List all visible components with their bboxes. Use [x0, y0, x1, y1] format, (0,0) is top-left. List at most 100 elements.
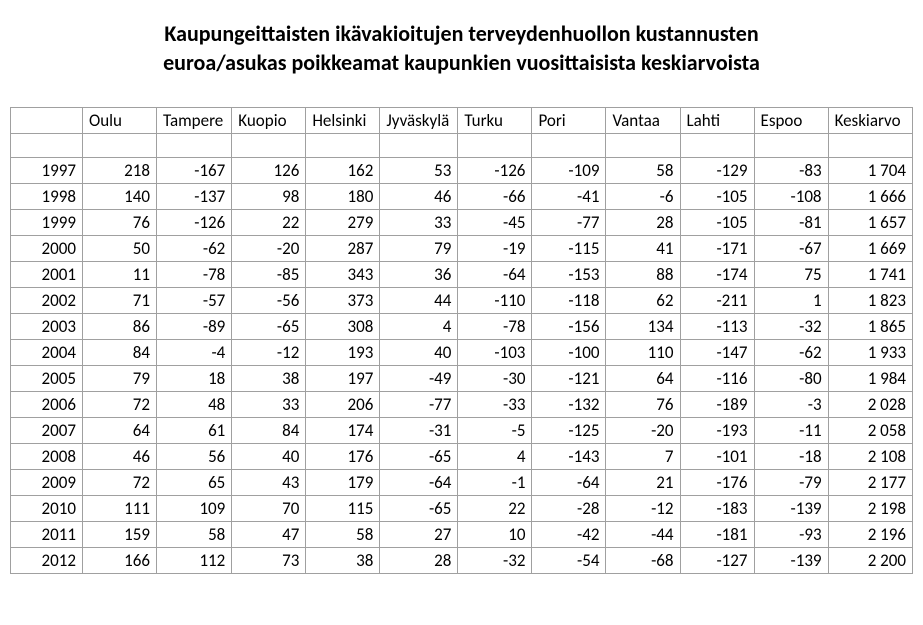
year-cell: 1998 — [11, 184, 83, 210]
value-cell: 65 — [157, 470, 232, 496]
value-cell: 174 — [306, 418, 380, 444]
table-row: 1998140-1379818046-66-41-6-105-1081 666 — [11, 184, 913, 210]
value-cell: 98 — [232, 184, 306, 210]
value-cell: 58 — [157, 522, 232, 548]
value-cell: 2 058 — [828, 418, 912, 444]
spacer-cell — [458, 134, 532, 158]
value-cell: 166 — [82, 548, 156, 574]
value-cell: 79 — [82, 366, 156, 392]
value-cell: -116 — [680, 366, 754, 392]
year-cell: 1997 — [11, 158, 83, 184]
spacer-cell — [157, 134, 232, 158]
value-cell: 79 — [380, 236, 458, 262]
value-cell: -64 — [532, 470, 606, 496]
value-cell: 33 — [232, 392, 306, 418]
value-cell: -108 — [754, 184, 828, 210]
value-cell: 41 — [606, 236, 680, 262]
value-cell: 287 — [306, 236, 380, 262]
value-cell: 109 — [157, 496, 232, 522]
value-cell: -67 — [754, 236, 828, 262]
value-cell: -41 — [532, 184, 606, 210]
spacer-cell — [380, 134, 458, 158]
value-cell: -79 — [754, 470, 828, 496]
value-cell: -66 — [458, 184, 532, 210]
value-cell: 218 — [82, 158, 156, 184]
value-cell: -143 — [532, 444, 606, 470]
value-cell: -31 — [380, 418, 458, 444]
value-cell: -139 — [754, 496, 828, 522]
value-cell: -65 — [380, 496, 458, 522]
value-cell: -78 — [458, 314, 532, 340]
column-header: Tampere — [157, 108, 232, 134]
value-cell: 38 — [232, 366, 306, 392]
value-cell: -64 — [380, 470, 458, 496]
year-cell: 2009 — [11, 470, 83, 496]
table-row: 200484-4-1219340-103-100110-147-621 933 — [11, 340, 913, 366]
column-header: Helsinki — [306, 108, 380, 134]
value-cell: 75 — [754, 262, 828, 288]
table-row: 200050-62-2028779-19-11541-171-671 669 — [11, 236, 913, 262]
value-cell: 50 — [82, 236, 156, 262]
table-row: 2006724833206-77-33-13276-189-32 028 — [11, 392, 913, 418]
value-cell: -153 — [532, 262, 606, 288]
value-cell: -57 — [157, 288, 232, 314]
value-cell: -19 — [458, 236, 532, 262]
value-cell: 47 — [232, 522, 306, 548]
value-cell: -126 — [458, 158, 532, 184]
table-row: 200111-78-8534336-64-15388-174751 741 — [11, 262, 913, 288]
value-cell: -6 — [606, 184, 680, 210]
value-cell: -68 — [606, 548, 680, 574]
year-cell: 2007 — [11, 418, 83, 444]
spacer-cell — [828, 134, 912, 158]
value-cell: -147 — [680, 340, 754, 366]
year-cell: 2012 — [11, 548, 83, 574]
value-cell: -127 — [680, 548, 754, 574]
data-table: OuluTampereKuopioHelsinkiJyväskyläTurkuP… — [10, 107, 913, 574]
value-cell: 180 — [306, 184, 380, 210]
year-cell: 2011 — [11, 522, 83, 548]
value-cell: 48 — [157, 392, 232, 418]
value-cell: -32 — [754, 314, 828, 340]
value-cell: -137 — [157, 184, 232, 210]
value-cell: -3 — [754, 392, 828, 418]
value-cell: 33 — [380, 210, 458, 236]
value-cell: -176 — [680, 470, 754, 496]
column-header: Turku — [458, 108, 532, 134]
table-row: 199976-1262227933-45-7728-105-811 657 — [11, 210, 913, 236]
table-row: 1997218-16712616253-126-10958-129-831 70… — [11, 158, 913, 184]
year-cell: 2006 — [11, 392, 83, 418]
value-cell: -211 — [680, 288, 754, 314]
value-cell: 1 984 — [828, 366, 912, 392]
value-cell: 53 — [380, 158, 458, 184]
column-header: Keskiarvo — [828, 108, 912, 134]
value-cell: 40 — [380, 340, 458, 366]
value-cell: -85 — [232, 262, 306, 288]
value-cell: 1 741 — [828, 262, 912, 288]
value-cell: 64 — [82, 418, 156, 444]
value-cell: 73 — [232, 548, 306, 574]
value-cell: 76 — [606, 392, 680, 418]
table-row: 2008465640176-654-1437-101-182 108 — [11, 444, 913, 470]
value-cell: 162 — [306, 158, 380, 184]
value-cell: 197 — [306, 366, 380, 392]
value-cell: 2 028 — [828, 392, 912, 418]
value-cell: -167 — [157, 158, 232, 184]
year-cell: 2000 — [11, 236, 83, 262]
spacer-cell — [232, 134, 306, 158]
table-row: 20111595847582710-42-44-181-932 196 — [11, 522, 913, 548]
table-row: 201011110970115-6522-28-12-183-1392 198 — [11, 496, 913, 522]
value-cell: 46 — [380, 184, 458, 210]
table-body: 1997218-16712616253-126-10958-129-831 70… — [11, 158, 913, 574]
value-cell: 84 — [82, 340, 156, 366]
value-cell: 2 200 — [828, 548, 912, 574]
value-cell: -49 — [380, 366, 458, 392]
value-cell: 28 — [380, 548, 458, 574]
value-cell: 11 — [82, 262, 156, 288]
spacer-cell — [606, 134, 680, 158]
value-cell: -83 — [754, 158, 828, 184]
value-cell: 71 — [82, 288, 156, 314]
value-cell: 1 657 — [828, 210, 912, 236]
value-cell: 21 — [606, 470, 680, 496]
value-cell: -5 — [458, 418, 532, 444]
value-cell: -42 — [532, 522, 606, 548]
